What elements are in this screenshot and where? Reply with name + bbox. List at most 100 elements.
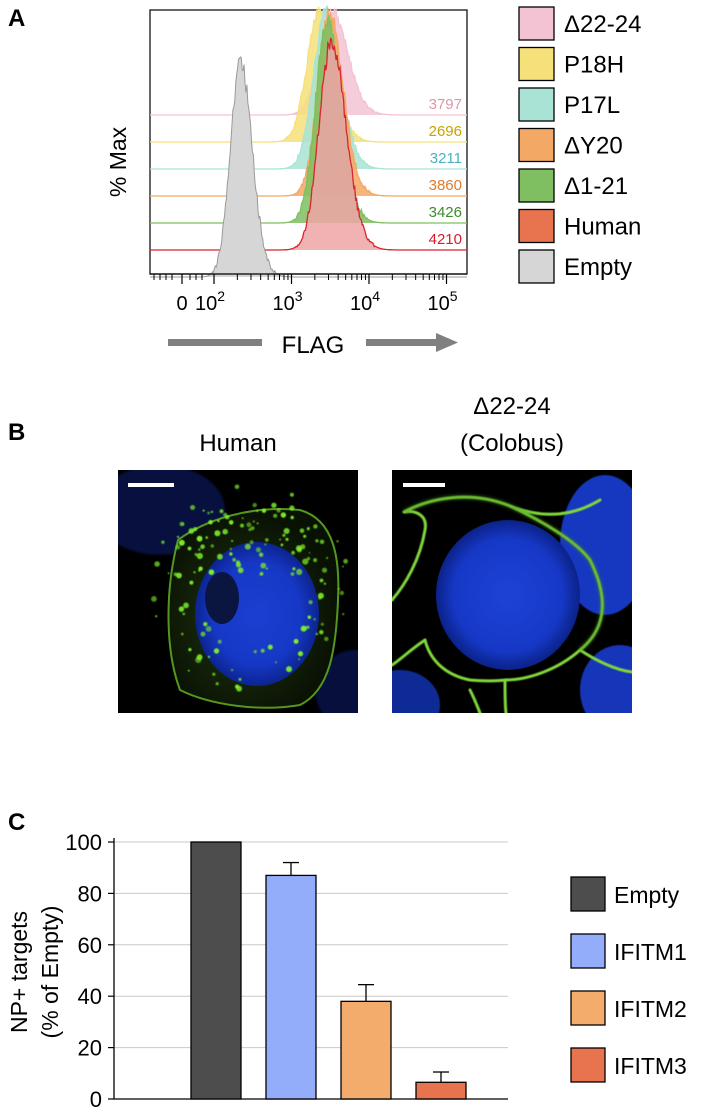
green-punctum bbox=[236, 685, 243, 692]
histogram-legend: Δ22-24 P18H P17L ΔY20 Δ1-21 Human Empty bbox=[518, 6, 641, 284]
green-punctum bbox=[326, 557, 329, 559]
image-title-colobus-line2: (Colobus) bbox=[460, 430, 564, 457]
green-punctum bbox=[256, 522, 259, 525]
green-punctum bbox=[248, 528, 252, 532]
green-punctum bbox=[196, 552, 203, 560]
green-punctum bbox=[292, 567, 296, 571]
green-punctum bbox=[208, 520, 213, 525]
histogram-line-p17l bbox=[150, 5, 467, 170]
green-punctum bbox=[155, 615, 158, 618]
bar-ifitm1 bbox=[265, 874, 317, 1100]
green-punctum bbox=[193, 571, 196, 574]
bar-legend-label-ifitm1: IFITM1 bbox=[614, 939, 687, 965]
green-punctum bbox=[306, 625, 310, 629]
histogram-tick-label: 102 bbox=[195, 288, 225, 315]
image-title-human: Human bbox=[199, 430, 276, 457]
bar-ytick-label: 20 bbox=[78, 1036, 102, 1061]
legend-swatch-delta22-24 bbox=[518, 6, 555, 41]
legend-swatch-p18h bbox=[518, 46, 555, 82]
green-punctum bbox=[205, 536, 208, 539]
green-punctum bbox=[261, 508, 267, 513]
green-punctum bbox=[208, 569, 215, 575]
green-punctum bbox=[217, 519, 220, 523]
green-punctum bbox=[275, 661, 277, 664]
green-punctum bbox=[213, 648, 220, 654]
green-punctum bbox=[313, 524, 318, 529]
green-punctum bbox=[264, 543, 267, 546]
green-punctum bbox=[198, 569, 201, 572]
bar-ytick-label: 60 bbox=[78, 933, 102, 958]
green-punctum bbox=[207, 511, 211, 515]
histogram-line-deltay20 bbox=[150, 7, 467, 197]
green-punctum bbox=[217, 553, 223, 560]
green-punctum bbox=[188, 528, 195, 534]
green-punctum bbox=[319, 578, 324, 583]
green-punctum bbox=[198, 548, 201, 551]
green-punctum bbox=[240, 523, 244, 528]
green-punctum bbox=[229, 547, 233, 551]
green-punctum bbox=[318, 596, 322, 600]
green-punctum bbox=[265, 567, 268, 570]
histogram-line-p18h bbox=[150, 6, 467, 143]
legend-label-deltay20: ΔY20 bbox=[564, 133, 623, 160]
image-title-colobus-line1: Δ22-24 bbox=[473, 393, 550, 420]
bar-legend: Empty IFITM1 IFITM2 IFITM3 bbox=[570, 876, 687, 1083]
bar-ifitm3 bbox=[415, 1081, 467, 1100]
green-punctum bbox=[313, 558, 318, 563]
green-punctum bbox=[188, 648, 192, 652]
green-punctum bbox=[182, 612, 186, 616]
legend-label-empty: Empty bbox=[564, 254, 632, 281]
green-punctum bbox=[189, 580, 194, 585]
green-punctum bbox=[175, 544, 181, 550]
green-punctum bbox=[178, 539, 185, 546]
green-punctum bbox=[289, 505, 295, 511]
green-punctum bbox=[250, 526, 255, 531]
green-punctum bbox=[315, 632, 318, 636]
green-punctum bbox=[289, 492, 294, 497]
green-punctum bbox=[210, 510, 214, 514]
green-punctum bbox=[255, 547, 261, 553]
bar-ytick-label: 80 bbox=[78, 881, 102, 906]
green-punctum bbox=[232, 557, 237, 562]
green-punctum bbox=[219, 509, 224, 514]
green-punctum bbox=[323, 582, 326, 585]
green-punctum bbox=[210, 544, 214, 548]
green-punctum bbox=[231, 539, 234, 543]
green-punctum bbox=[202, 509, 205, 512]
green-punctum bbox=[273, 513, 278, 518]
green-punctum bbox=[225, 515, 230, 520]
legend-label-delta1-21: Δ1-21 bbox=[564, 173, 628, 200]
bar-ylabel-line2: (% of Empty) bbox=[37, 906, 63, 1039]
green-punctum bbox=[339, 590, 344, 596]
green-punctum bbox=[154, 561, 160, 567]
scale-bar-human bbox=[128, 483, 174, 487]
green-punctum bbox=[200, 544, 205, 549]
green-punctum bbox=[265, 538, 269, 542]
green-punctum bbox=[167, 572, 170, 575]
green-punctum bbox=[195, 656, 202, 664]
panel-c-letter: C bbox=[8, 809, 25, 836]
green-punctum bbox=[342, 613, 345, 616]
green-punctum bbox=[299, 528, 305, 533]
green-punctum bbox=[308, 600, 313, 605]
bar-ytick-label: 100 bbox=[65, 830, 102, 855]
green-punctum bbox=[236, 560, 240, 565]
histogram-tick-label: 0 bbox=[176, 293, 187, 315]
green-punctum bbox=[200, 631, 206, 637]
legend-swatch-delta1-21 bbox=[518, 168, 555, 203]
green-punctum bbox=[297, 651, 304, 657]
green-punctum bbox=[300, 625, 307, 632]
green-punctum bbox=[249, 540, 254, 545]
green-punctum bbox=[256, 509, 259, 513]
green-punctum bbox=[293, 638, 299, 644]
green-punctum bbox=[291, 550, 295, 555]
histogram-fill-p18h bbox=[150, 6, 467, 142]
green-punctum bbox=[222, 528, 228, 535]
histogram-xlabel: FLAG bbox=[282, 332, 345, 359]
green-punctum bbox=[324, 636, 329, 642]
green-punctum bbox=[302, 558, 309, 565]
bar-legend-swatch-ifitm2 bbox=[570, 990, 606, 1026]
green-punctum bbox=[283, 528, 290, 534]
panel-b-letter: B bbox=[8, 419, 25, 446]
green-punctum bbox=[230, 668, 234, 672]
